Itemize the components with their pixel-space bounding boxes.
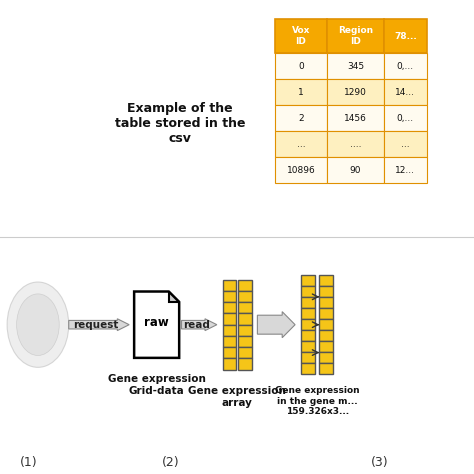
Bar	[301, 330, 315, 341]
Bar	[384, 131, 427, 157]
Text: 1: 1	[298, 88, 304, 97]
Bar	[301, 341, 315, 352]
Bar	[238, 313, 252, 325]
Text: (1): (1)	[19, 456, 37, 469]
Text: 0: 0	[298, 62, 304, 71]
Bar	[223, 347, 236, 358]
Ellipse shape	[17, 294, 59, 356]
Bar	[238, 291, 252, 302]
Bar	[275, 53, 327, 79]
Text: ...: ...	[401, 140, 410, 149]
Bar	[275, 157, 327, 183]
Bar	[319, 319, 333, 330]
Bar	[301, 297, 315, 308]
Bar	[223, 280, 236, 291]
Bar	[319, 297, 333, 308]
Bar	[327, 105, 384, 131]
Text: ...: ...	[297, 140, 305, 149]
Bar	[275, 19, 327, 53]
Bar	[275, 105, 327, 131]
Bar	[238, 358, 252, 370]
Bar	[223, 336, 236, 347]
Bar	[319, 352, 333, 364]
Polygon shape	[134, 292, 179, 358]
Text: Gene expression
in the gene m...
159.326x3...: Gene expression in the gene m... 159.326…	[275, 386, 359, 416]
Text: 90: 90	[350, 166, 361, 175]
Text: 1290: 1290	[344, 88, 367, 97]
Bar	[327, 19, 384, 53]
Bar	[275, 79, 327, 105]
Bar	[238, 347, 252, 358]
Bar	[238, 325, 252, 336]
Bar	[384, 105, 427, 131]
Bar	[223, 358, 236, 370]
Bar	[384, 79, 427, 105]
Bar	[327, 53, 384, 79]
Text: 2: 2	[298, 114, 304, 123]
Text: 1456: 1456	[344, 114, 367, 123]
Text: 0,...: 0,...	[397, 114, 414, 123]
Bar	[238, 280, 252, 291]
Text: 10896: 10896	[287, 166, 315, 175]
Text: 0,...: 0,...	[397, 62, 414, 71]
Text: Region
ID: Region ID	[338, 27, 373, 46]
FancyArrow shape	[69, 319, 129, 331]
Bar	[301, 275, 315, 286]
Text: 12...: 12...	[395, 166, 415, 175]
Bar	[384, 53, 427, 79]
Bar	[223, 302, 236, 313]
Bar	[319, 341, 333, 352]
Text: read: read	[183, 319, 210, 330]
Text: Example of the
table stored in the
csv: Example of the table stored in the csv	[115, 102, 246, 145]
Bar	[223, 313, 236, 325]
FancyArrow shape	[257, 312, 295, 338]
Bar	[223, 325, 236, 336]
Bar	[327, 157, 384, 183]
Bar	[319, 330, 333, 341]
Bar	[301, 352, 315, 364]
Text: ....: ....	[350, 140, 361, 149]
Bar	[327, 79, 384, 105]
Bar	[238, 302, 252, 313]
Bar	[319, 308, 333, 319]
Ellipse shape	[7, 282, 69, 367]
Bar	[319, 286, 333, 297]
Text: 14...: 14...	[395, 88, 415, 97]
Bar	[319, 364, 333, 374]
Bar	[275, 131, 327, 157]
Polygon shape	[169, 292, 179, 302]
Text: (2): (2)	[162, 456, 180, 469]
Text: raw: raw	[144, 316, 169, 329]
Text: 345: 345	[347, 62, 364, 71]
Bar	[238, 336, 252, 347]
Bar	[384, 157, 427, 183]
Bar	[327, 131, 384, 157]
Bar	[384, 19, 427, 53]
Text: Vox
ID: Vox ID	[292, 27, 310, 46]
Bar	[301, 364, 315, 374]
Text: (3): (3)	[370, 456, 388, 469]
Text: Gene expression
Grid-data: Gene expression Grid-data	[108, 374, 206, 396]
Text: 78...: 78...	[394, 32, 417, 40]
Bar	[319, 275, 333, 286]
FancyArrow shape	[182, 319, 217, 331]
Bar	[301, 319, 315, 330]
Bar	[301, 286, 315, 297]
Text: Gene expression
array: Gene expression array	[188, 386, 286, 408]
Bar	[223, 291, 236, 302]
Bar	[301, 308, 315, 319]
Text: request: request	[73, 319, 118, 330]
